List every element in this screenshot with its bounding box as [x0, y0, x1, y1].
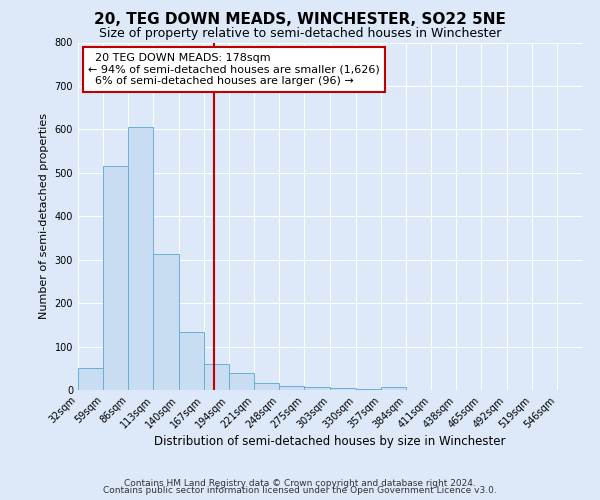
Text: Size of property relative to semi-detached houses in Winchester: Size of property relative to semi-detach…: [99, 28, 501, 40]
Bar: [254, 384, 279, 390]
Bar: [304, 386, 331, 390]
Text: Contains public sector information licensed under the Open Government Licence v3: Contains public sector information licen…: [103, 486, 497, 495]
Y-axis label: Number of semi-detached properties: Number of semi-detached properties: [39, 114, 49, 320]
Bar: [381, 386, 406, 390]
Bar: [204, 364, 229, 390]
Bar: [78, 368, 103, 390]
X-axis label: Distribution of semi-detached houses by size in Winchester: Distribution of semi-detached houses by …: [154, 436, 506, 448]
Bar: [103, 166, 128, 390]
Bar: [356, 388, 381, 390]
Bar: [154, 254, 179, 390]
Text: 20 TEG DOWN MEADS: 178sqm
← 94% of semi-detached houses are smaller (1,626)
  6%: 20 TEG DOWN MEADS: 178sqm ← 94% of semi-…: [88, 53, 380, 86]
Bar: [179, 332, 204, 390]
Text: 20, TEG DOWN MEADS, WINCHESTER, SO22 5NE: 20, TEG DOWN MEADS, WINCHESTER, SO22 5NE: [94, 12, 506, 28]
Bar: [128, 127, 154, 390]
Bar: [331, 388, 356, 390]
Text: Contains HM Land Registry data © Crown copyright and database right 2024.: Contains HM Land Registry data © Crown c…: [124, 478, 476, 488]
Bar: [229, 372, 254, 390]
Bar: [279, 386, 304, 390]
